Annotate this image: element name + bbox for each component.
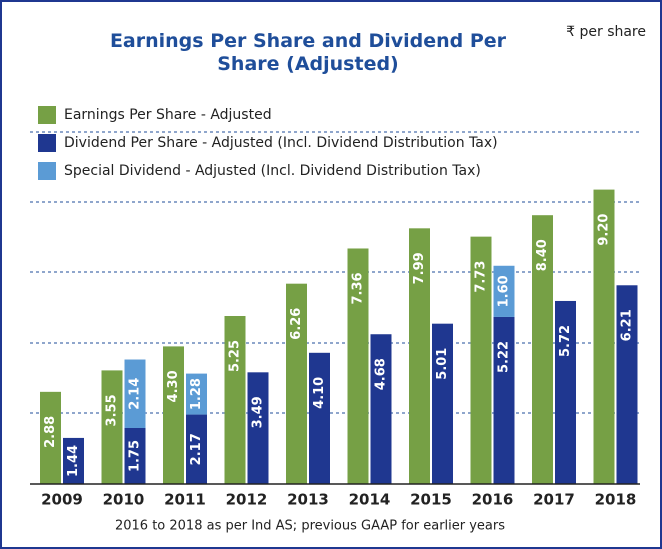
legend-swatch — [38, 162, 56, 180]
x-tick-label: 2013 — [287, 491, 329, 509]
bar — [616, 285, 638, 484]
x-tick-label: 2012 — [226, 491, 268, 509]
value-label: 7.36 — [351, 272, 366, 304]
bar — [286, 283, 307, 484]
legend-swatch — [38, 106, 56, 124]
value-label: 1.60 — [497, 275, 512, 307]
bar — [409, 228, 430, 484]
bar — [247, 372, 269, 484]
bar — [532, 215, 553, 484]
bar — [470, 236, 492, 484]
value-label: 6.26 — [289, 308, 304, 340]
chart-title: Earnings Per Share and Dividend Per Shar… — [109, 30, 507, 75]
value-label: 2.17 — [189, 433, 204, 465]
value-label: 7.99 — [412, 252, 427, 284]
value-label: 5.22 — [497, 341, 512, 373]
value-label: 4.30 — [166, 370, 181, 402]
value-label: 5.25 — [228, 340, 243, 372]
value-label: 3.49 — [251, 396, 266, 428]
footnote: 2016 to 2018 as per Ind AS; previous GAA… — [115, 519, 505, 534]
x-tick-label: 2011 — [164, 491, 206, 509]
value-label: 6.21 — [620, 309, 635, 341]
bar — [40, 391, 61, 484]
x-tick-label: 2014 — [349, 491, 391, 509]
bar — [370, 334, 392, 484]
value-label: 5.01 — [435, 348, 450, 380]
value-label: 9.20 — [597, 214, 612, 246]
x-tick-label: 2018 — [595, 491, 637, 509]
bar — [163, 346, 184, 484]
bar — [124, 359, 146, 428]
legend-label: Earnings Per Share - Adjusted — [64, 107, 272, 123]
value-label: 4.68 — [374, 358, 389, 390]
value-label: 1.28 — [189, 378, 204, 410]
x-tick-label: 2016 — [472, 491, 514, 509]
bar — [186, 414, 207, 484]
bar — [432, 323, 453, 484]
bar — [493, 316, 515, 484]
bar — [186, 373, 207, 415]
value-label: 1.44 — [66, 445, 81, 477]
bar — [493, 265, 515, 317]
bar — [63, 437, 84, 484]
value-label: 5.72 — [558, 325, 573, 357]
bar — [347, 248, 369, 484]
value-label: 7.73 — [474, 261, 489, 293]
unit-label: ₹ per share — [566, 24, 646, 40]
value-label: 8.40 — [535, 239, 550, 271]
bar — [224, 316, 246, 484]
bar — [309, 352, 330, 484]
x-tick-label: 2015 — [410, 491, 452, 509]
value-label: 2.88 — [43, 416, 58, 448]
x-tick-label: 2010 — [103, 491, 145, 509]
legend-swatch — [38, 134, 56, 152]
x-tick-label: 2017 — [533, 491, 575, 509]
value-label: 3.55 — [105, 394, 120, 426]
bar — [555, 300, 576, 484]
value-label: 2.14 — [128, 378, 143, 410]
legend-label: Dividend Per Share - Adjusted (Incl. Div… — [64, 135, 498, 151]
bar — [101, 370, 123, 484]
value-label: 4.10 — [312, 377, 327, 409]
legend-label: Special Dividend - Adjusted (Incl. Divid… — [64, 163, 481, 179]
value-label: 1.75 — [128, 440, 143, 472]
bar — [124, 428, 146, 484]
x-tick-label: 2009 — [41, 491, 83, 509]
bar — [593, 189, 615, 484]
